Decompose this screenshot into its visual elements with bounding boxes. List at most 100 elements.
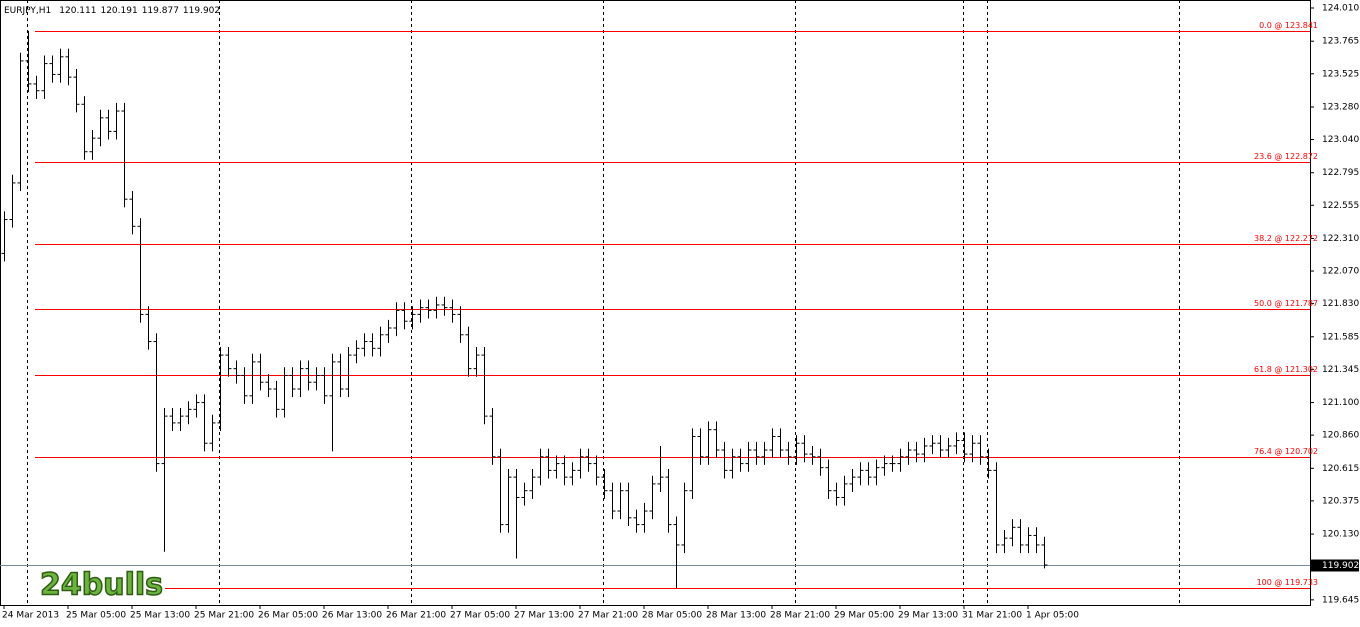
y-tick-label: 122.310 bbox=[1322, 234, 1359, 244]
ohlc-bar bbox=[633, 509, 640, 533]
ohlc-bar bbox=[249, 353, 256, 404]
ohlc-bar bbox=[545, 448, 552, 479]
y-tick-label: 124.010 bbox=[1322, 3, 1359, 13]
ohlc-bar bbox=[665, 469, 672, 533]
ohlc-bar bbox=[505, 469, 512, 533]
ohlc-bar bbox=[833, 482, 840, 506]
ohlc-bar bbox=[585, 448, 592, 472]
ohlc-bar bbox=[569, 462, 576, 486]
ohlc-bar bbox=[529, 469, 536, 499]
ohlc-bar bbox=[89, 130, 96, 160]
ohlc-bar bbox=[417, 299, 424, 323]
ohlc-bar bbox=[265, 374, 272, 398]
ohlc-bar bbox=[345, 346, 352, 398]
fib-label: 76.4 @ 120.702 bbox=[1254, 447, 1318, 456]
ohlc-bar bbox=[425, 299, 432, 319]
ohlc-bar bbox=[1033, 527, 1040, 554]
ohlc-bar bbox=[953, 432, 960, 455]
ohlc-bar bbox=[849, 469, 856, 493]
symbol: EURJPY,H1 bbox=[4, 6, 51, 16]
ohlc-bar bbox=[857, 462, 864, 486]
ohlc-bar bbox=[369, 333, 376, 357]
ohlc-bar bbox=[729, 448, 736, 479]
y-tick-label: 121.830 bbox=[1322, 299, 1359, 309]
x-tick-label: 27 Mar 21:00 bbox=[578, 611, 638, 621]
ohlc-bar bbox=[73, 69, 80, 113]
ohlc-bar bbox=[289, 367, 296, 398]
ohlc-bar bbox=[497, 448, 504, 533]
ohlc-bar bbox=[937, 435, 944, 459]
fib-label: 0.0 @ 123.841 bbox=[1259, 21, 1318, 30]
ohlc-bar bbox=[609, 482, 616, 520]
ohlc-bar bbox=[465, 326, 472, 377]
ohlc-bar bbox=[177, 407, 184, 432]
current-price-box bbox=[1311, 559, 1359, 572]
ohlc-bar bbox=[657, 445, 664, 493]
y-tick-label: 122.795 bbox=[1322, 168, 1359, 178]
x-tick-label: 28 Mar 13:00 bbox=[706, 611, 766, 621]
y-tick-label: 123.525 bbox=[1322, 69, 1359, 79]
ohlc-bar bbox=[17, 52, 24, 192]
header-value: 119.902 bbox=[183, 6, 220, 16]
ohlc-bar bbox=[1017, 519, 1024, 554]
ohlc-bar bbox=[81, 96, 88, 160]
x-tick-label: 29 Mar 05:00 bbox=[834, 611, 894, 621]
ohlc-bar bbox=[121, 102, 128, 208]
ohlc-bar bbox=[97, 109, 104, 147]
ohlc-bar bbox=[537, 448, 544, 486]
ohlc-bar bbox=[641, 502, 648, 533]
ohlc-bar bbox=[769, 428, 776, 459]
ohlc-bar bbox=[321, 367, 328, 404]
ohlc-bar bbox=[977, 435, 984, 465]
ohlc-bar bbox=[913, 441, 920, 463]
ohlc-bar bbox=[513, 469, 520, 559]
fib-label: 100 @ 119.733 bbox=[1257, 578, 1318, 587]
ohlc-bar bbox=[745, 441, 752, 472]
ohlc-bar bbox=[457, 306, 464, 343]
x-tick-label: 26 Mar 21:00 bbox=[386, 611, 446, 621]
ohlc-bar bbox=[649, 475, 656, 520]
ohlc-bar bbox=[969, 435, 976, 463]
y-tick-label: 121.100 bbox=[1322, 398, 1359, 408]
x-tick-label: 1 Apr 05:00 bbox=[1026, 611, 1079, 621]
ohlc-bar bbox=[337, 353, 344, 398]
ohlc-bar bbox=[273, 380, 280, 418]
ohlc-bar bbox=[993, 462, 1000, 554]
ohlc-bar bbox=[241, 367, 248, 404]
ohlc-bar bbox=[761, 441, 768, 465]
ohlc-bar bbox=[697, 428, 704, 465]
x-tick-label: 29 Mar 13:00 bbox=[898, 611, 958, 621]
ohlc-bar bbox=[865, 462, 872, 486]
ohlc-bar bbox=[49, 55, 56, 83]
y-tick-label: 119.645 bbox=[1322, 595, 1359, 605]
current-price-label: 119.902 bbox=[1322, 561, 1359, 571]
ohlc-bar bbox=[1001, 530, 1008, 554]
ohlc-bar bbox=[473, 346, 480, 377]
ohlc-bar bbox=[169, 407, 176, 432]
ohlc-bar bbox=[209, 414, 216, 452]
x-tick-label: 31 Mar 21:00 bbox=[962, 611, 1022, 621]
ohlc-bar bbox=[385, 319, 392, 343]
ohlc-bar bbox=[193, 394, 200, 418]
ohlc-bar bbox=[409, 306, 416, 330]
ohlc-bar bbox=[705, 421, 712, 465]
ohlc-bar bbox=[185, 401, 192, 425]
ohlc-bar bbox=[433, 296, 440, 319]
ohlc-bar bbox=[897, 448, 904, 472]
ohlc-bar bbox=[25, 30, 32, 93]
ohlc-bar bbox=[561, 455, 568, 486]
fib-label: 50.0 @ 121.787 bbox=[1254, 299, 1318, 308]
ohlc-bar bbox=[1025, 527, 1032, 554]
ohlc-bar bbox=[33, 75, 40, 99]
ohlc-bar bbox=[161, 407, 168, 552]
y-tick-label: 122.070 bbox=[1322, 267, 1359, 277]
y-tick-label: 120.375 bbox=[1322, 496, 1359, 506]
ohlc-bar bbox=[41, 55, 48, 99]
ohlc-bar bbox=[329, 353, 336, 452]
ohlc-bar bbox=[217, 346, 224, 432]
x-tick-label: 26 Mar 05:00 bbox=[258, 611, 318, 621]
ohlc-bar bbox=[201, 394, 208, 452]
ohlc-bar bbox=[929, 435, 936, 455]
ohlc-bar bbox=[353, 340, 360, 364]
y-tick-label: 122.555 bbox=[1322, 201, 1359, 211]
